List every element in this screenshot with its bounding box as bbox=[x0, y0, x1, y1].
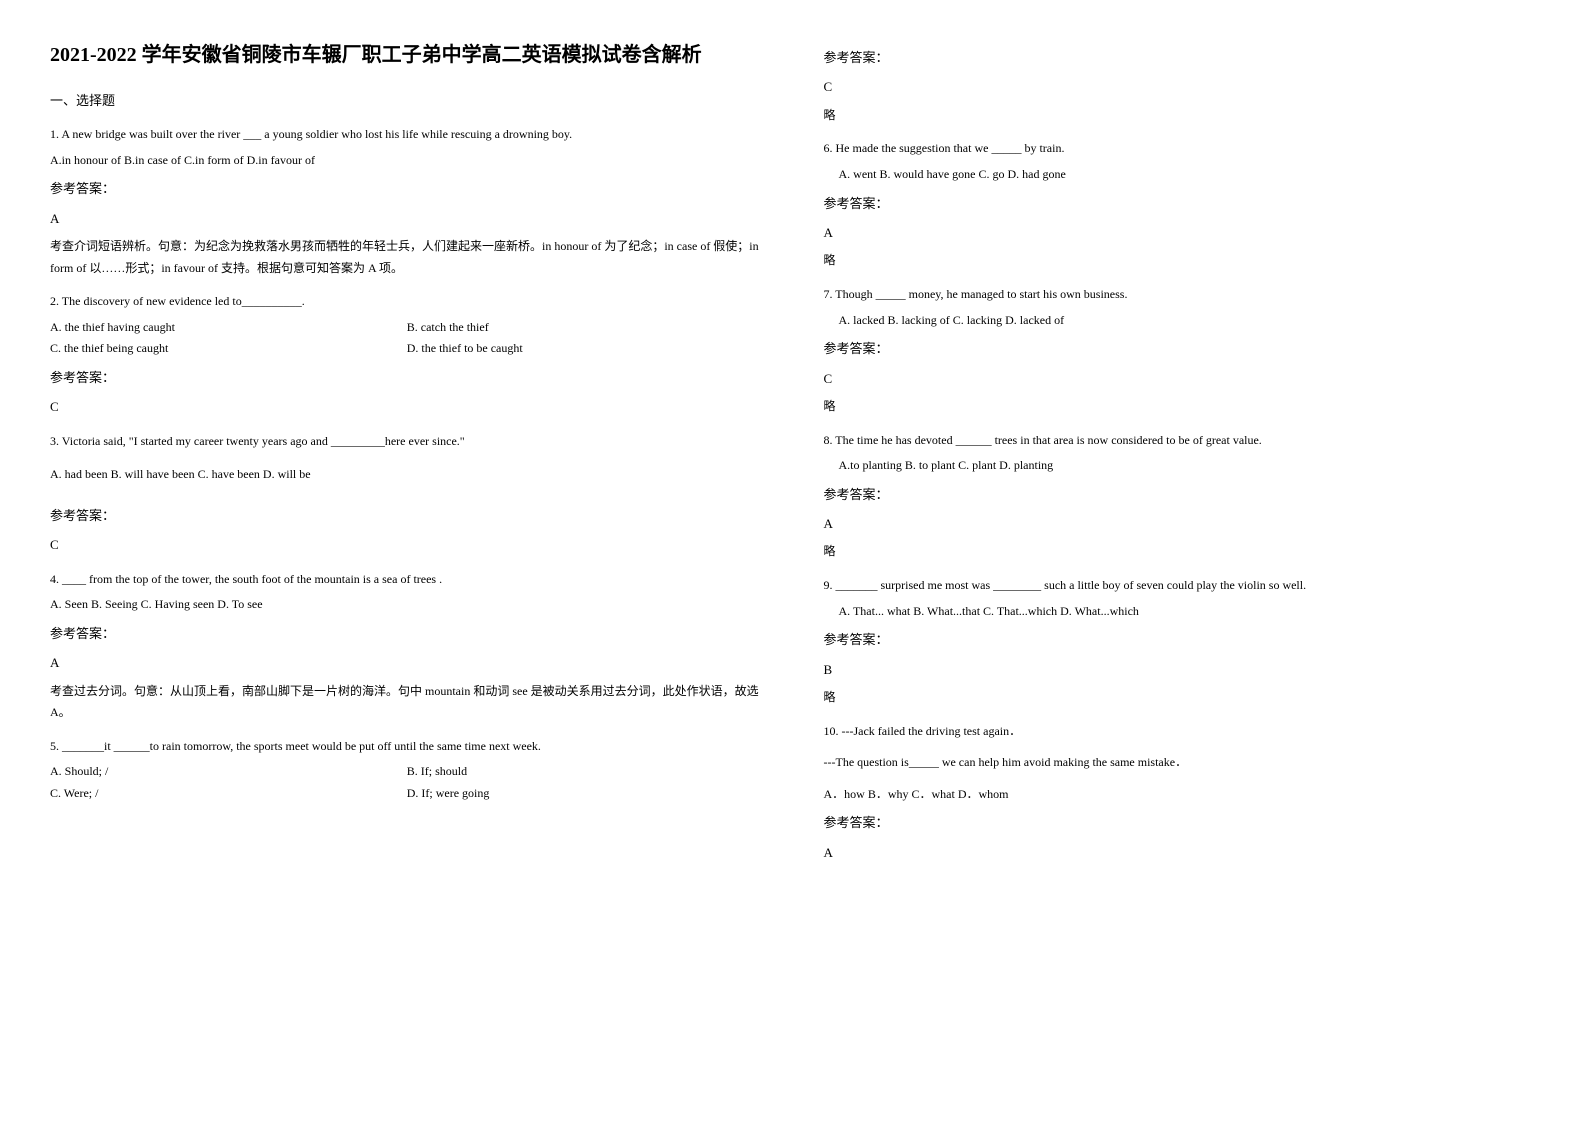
question-5-options-row1: A. Should; / B. If; should bbox=[50, 761, 764, 783]
question-4-answer: A bbox=[50, 651, 764, 674]
question-9-answer-label: 参考答案： bbox=[824, 628, 1538, 651]
question-2-option-a: A. the thief having caught bbox=[50, 317, 407, 339]
question-6-answer: A bbox=[824, 221, 1538, 244]
question-4: 4. ____ from the top of the tower, the s… bbox=[50, 569, 764, 724]
question-3-options: A. had been B. will have been C. have be… bbox=[50, 464, 764, 486]
question-6-options: A. went B. would have gone C. go D. had … bbox=[824, 164, 1538, 186]
question-10-options: A．how B．why C．what D．whom bbox=[824, 784, 1538, 806]
question-9: 9. _______ surprised me most was _______… bbox=[824, 575, 1538, 709]
question-7-text: 7. Though _____ money, he managed to sta… bbox=[824, 284, 1538, 306]
question-8: 8. The time he has devoted ______ trees … bbox=[824, 430, 1538, 564]
left-column: 2021-2022 学年安徽省铜陵市车辗厂职工子弟中学高二英语模拟试卷含解析 一… bbox=[50, 40, 764, 876]
question-6-text: 6. He made the suggestion that we _____ … bbox=[824, 138, 1538, 160]
question-4-explanation: 考查过去分词。句意：从山顶上看，南部山脚下是一片树的海洋。句中 mountain… bbox=[50, 681, 764, 724]
question-4-text: 4. ____ from the top of the tower, the s… bbox=[50, 569, 764, 591]
section-heading: 一、选择题 bbox=[50, 90, 764, 109]
document-title: 2021-2022 学年安徽省铜陵市车辗厂职工子弟中学高二英语模拟试卷含解析 bbox=[50, 40, 764, 70]
question-2-answer: C bbox=[50, 395, 764, 418]
question-8-answer-label: 参考答案： bbox=[824, 483, 1538, 506]
question-1-options: A.in honour of B.in case of C.in form of… bbox=[50, 150, 764, 172]
question-4-answer-label: 参考答案： bbox=[50, 622, 764, 645]
question-10-text2: ---The question is_____ we can help him … bbox=[824, 752, 1538, 774]
question-3-answer: C bbox=[50, 533, 764, 556]
question-6-answer-label: 参考答案： bbox=[824, 192, 1538, 215]
question-2-options-row1: A. the thief having caught B. catch the … bbox=[50, 317, 764, 339]
question-5-text: 5. _______it ______to rain tomorrow, the… bbox=[50, 736, 764, 758]
question-5-answer-block: 参考答案： C 略 bbox=[824, 46, 1538, 126]
question-2: 2. The discovery of new evidence led to_… bbox=[50, 291, 764, 419]
question-5-option-d: D. If; were going bbox=[407, 783, 764, 805]
question-8-options: A.to planting B. to plant C. plant D. pl… bbox=[824, 455, 1538, 477]
question-6: 6. He made the suggestion that we _____ … bbox=[824, 138, 1538, 272]
question-9-options: A. That... what B. What...that C. That..… bbox=[824, 601, 1538, 623]
question-7-options: A. lacked B. lacking of C. lacking D. la… bbox=[824, 310, 1538, 332]
question-7-answer-label: 参考答案： bbox=[824, 337, 1538, 360]
question-5-brief: 略 bbox=[824, 105, 1538, 127]
question-2-options-row2: C. the thief being caught D. the thief t… bbox=[50, 338, 764, 360]
question-8-text: 8. The time he has devoted ______ trees … bbox=[824, 430, 1538, 452]
question-10: 10. ---Jack failed the driving test agai… bbox=[824, 721, 1538, 865]
question-10-answer: A bbox=[824, 841, 1538, 864]
question-2-text: 2. The discovery of new evidence led to_… bbox=[50, 291, 764, 313]
question-5-answer: C bbox=[824, 75, 1538, 98]
question-5-option-b: B. If; should bbox=[407, 761, 764, 783]
question-5-option-a: A. Should; / bbox=[50, 761, 407, 783]
question-7-brief: 略 bbox=[824, 396, 1538, 418]
question-10-answer-label: 参考答案： bbox=[824, 811, 1538, 834]
question-2-option-d: D. the thief to be caught bbox=[407, 338, 764, 360]
question-8-answer: A bbox=[824, 512, 1538, 535]
question-7-answer: C bbox=[824, 367, 1538, 390]
question-2-answer-label: 参考答案： bbox=[50, 366, 764, 389]
question-1-explanation: 考查介词短语辨析。句意：为纪念为挽救落水男孩而牺牲的年轻士兵，人们建起来一座新桥… bbox=[50, 236, 764, 279]
question-5-options-row2: C. Were; / D. If; were going bbox=[50, 783, 764, 805]
question-5-answer-label: 参考答案： bbox=[824, 46, 1538, 69]
question-1: 1. A new bridge was built over the river… bbox=[50, 124, 764, 279]
question-6-brief: 略 bbox=[824, 250, 1538, 272]
question-7: 7. Though _____ money, he managed to sta… bbox=[824, 284, 1538, 418]
question-8-brief: 略 bbox=[824, 541, 1538, 563]
question-2-option-c: C. the thief being caught bbox=[50, 338, 407, 360]
question-9-text: 9. _______ surprised me most was _______… bbox=[824, 575, 1538, 597]
page-container: 2021-2022 学年安徽省铜陵市车辗厂职工子弟中学高二英语模拟试卷含解析 一… bbox=[50, 40, 1537, 876]
question-1-answer-label: 参考答案： bbox=[50, 177, 764, 200]
question-2-option-b: B. catch the thief bbox=[407, 317, 764, 339]
question-5-option-c: C. Were; / bbox=[50, 783, 407, 805]
question-3-answer-label: 参考答案： bbox=[50, 504, 764, 527]
question-4-options: A. Seen B. Seeing C. Having seen D. To s… bbox=[50, 594, 764, 616]
question-1-answer: A bbox=[50, 207, 764, 230]
question-10-text: 10. ---Jack failed the driving test agai… bbox=[824, 721, 1538, 743]
question-5: 5. _______it ______to rain tomorrow, the… bbox=[50, 736, 764, 805]
question-3: 3. Victoria said, "I started my career t… bbox=[50, 431, 764, 557]
question-9-answer: B bbox=[824, 658, 1538, 681]
question-3-text: 3. Victoria said, "I started my career t… bbox=[50, 431, 764, 453]
question-9-brief: 略 bbox=[824, 687, 1538, 709]
right-column: 参考答案： C 略 6. He made the suggestion that… bbox=[824, 40, 1538, 876]
question-1-text: 1. A new bridge was built over the river… bbox=[50, 124, 764, 146]
